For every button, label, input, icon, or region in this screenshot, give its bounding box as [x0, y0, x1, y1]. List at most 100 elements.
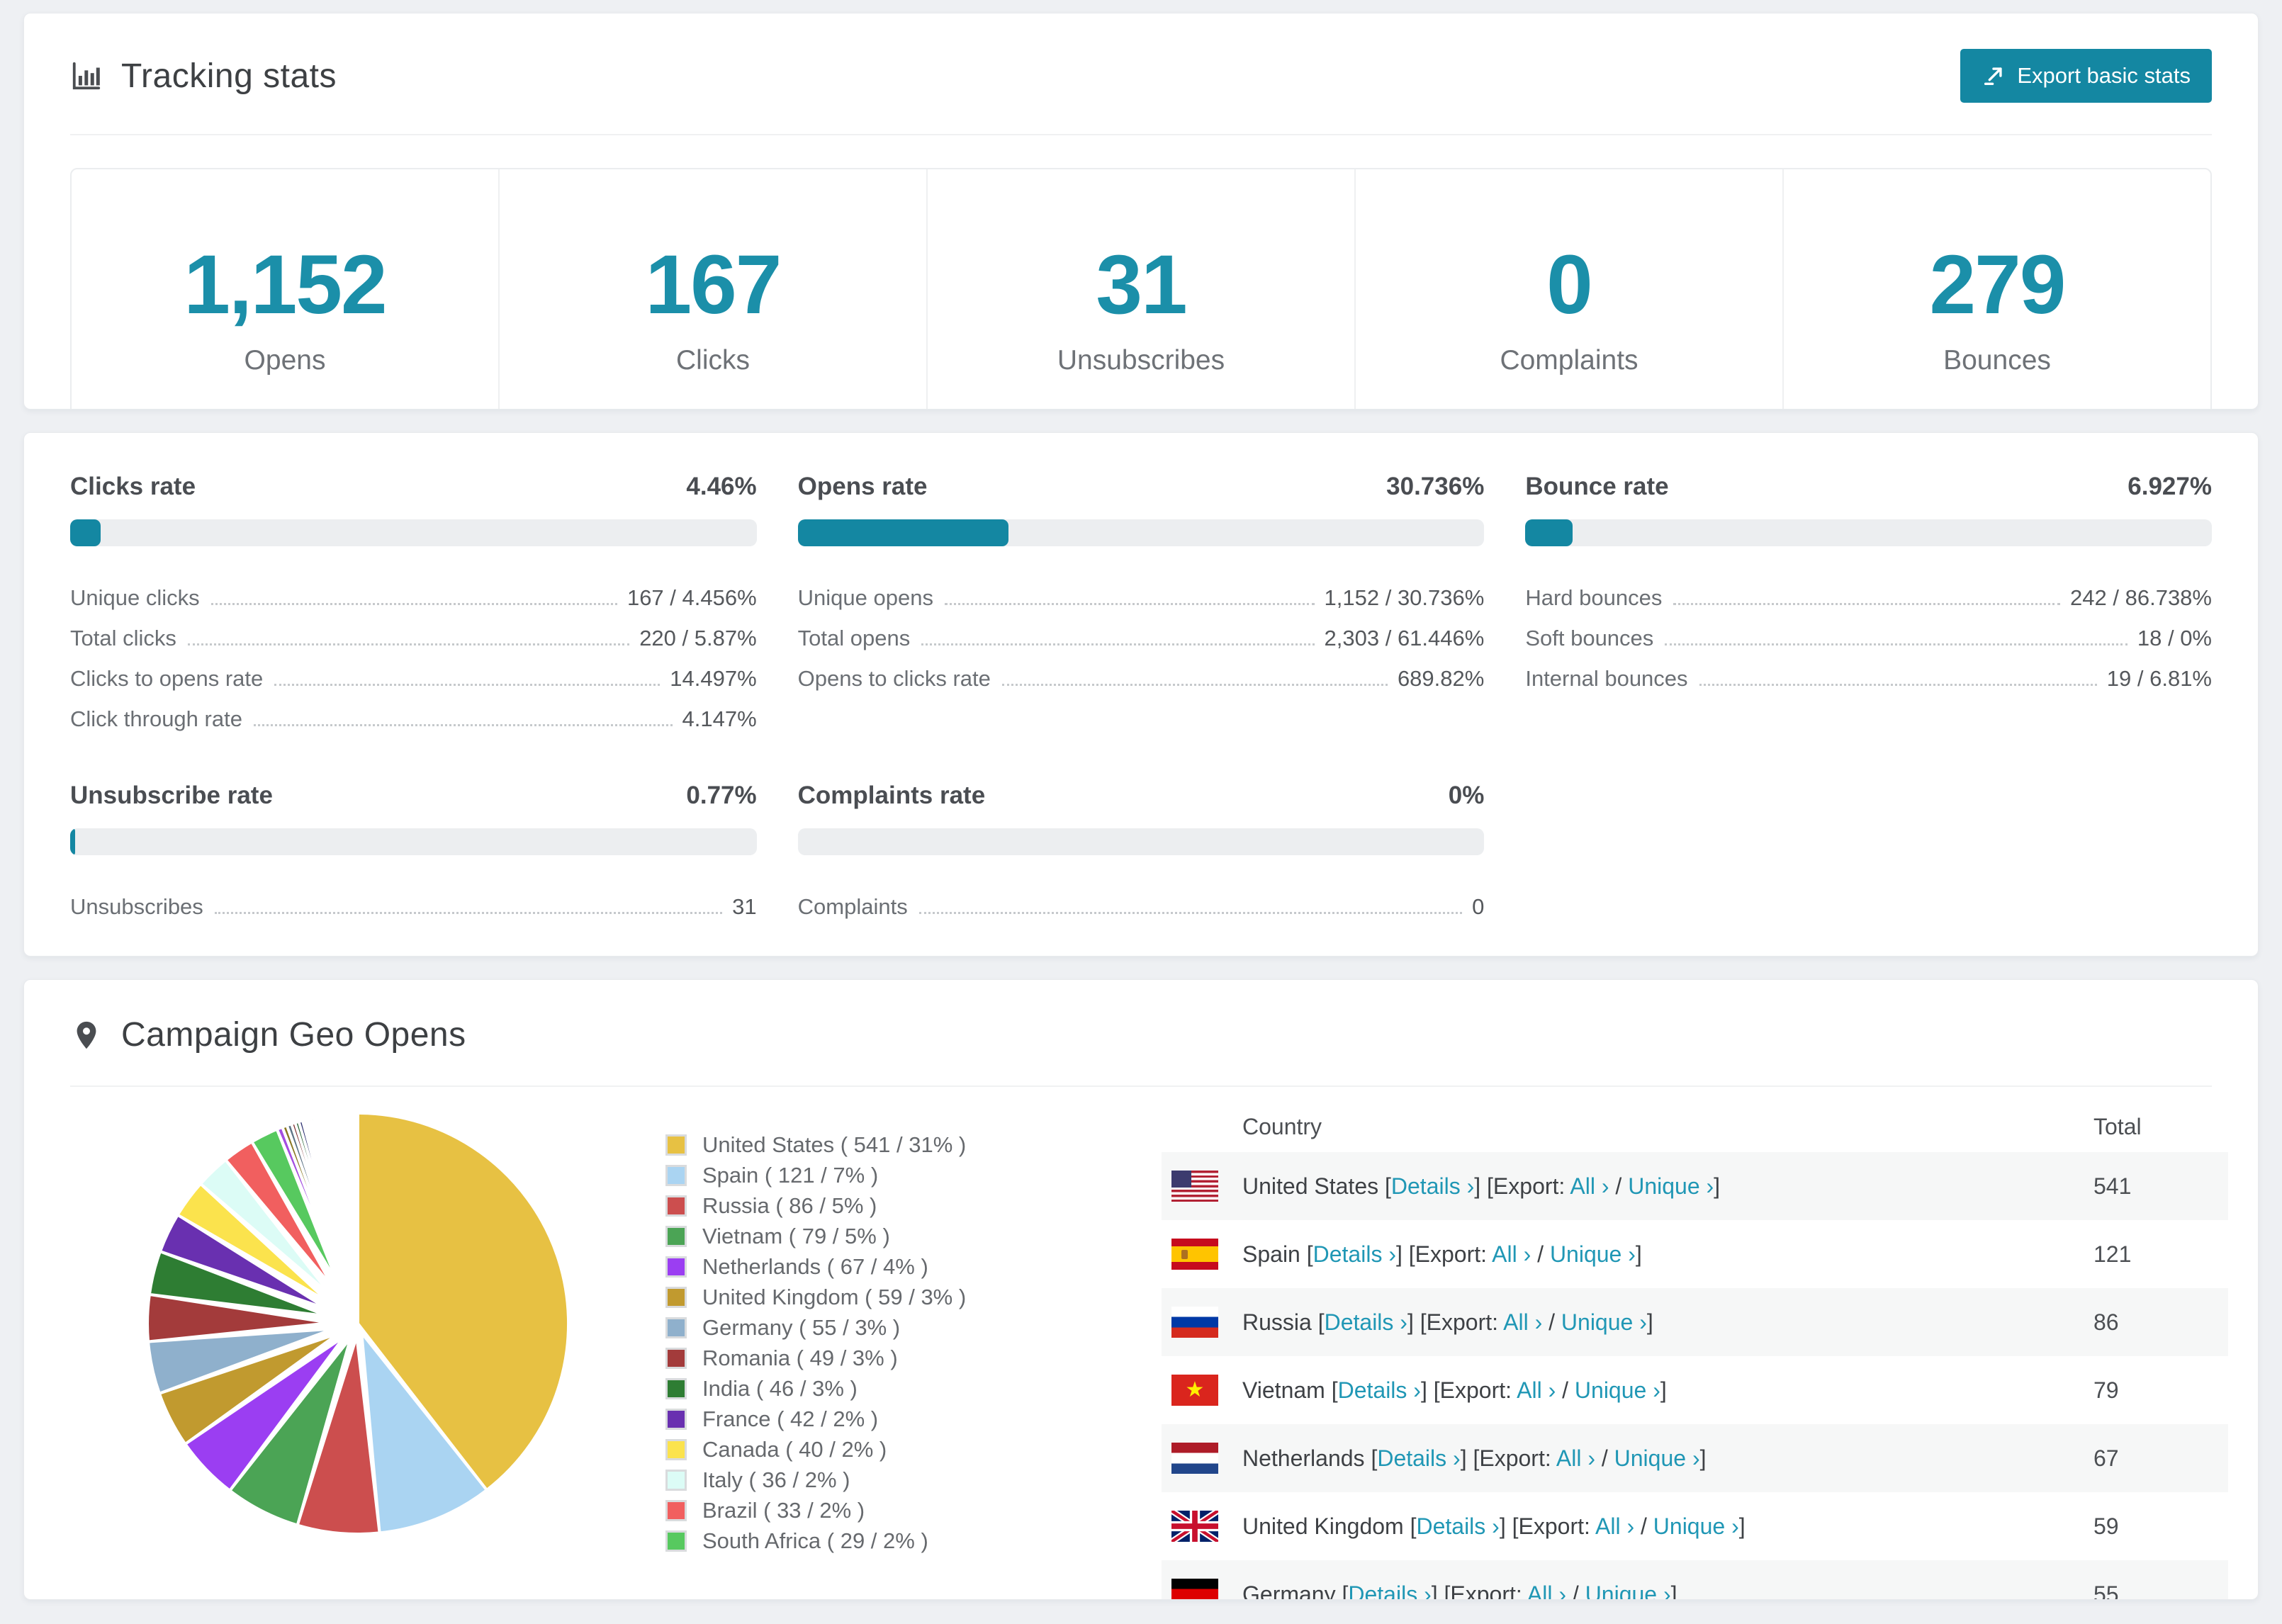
export-all-link[interactable]: All › [1517, 1377, 1556, 1403]
total-cell: 55 [2093, 1581, 2119, 1600]
export-unique-link[interactable]: Unique › [1628, 1173, 1714, 1199]
geo-table-row-vietnam: Vietnam [Details ›] [Export: All › / Uni… [1162, 1356, 2228, 1424]
progress-bar-track [70, 519, 757, 546]
geo-table: Country Total United States [Details ›] … [1162, 1101, 2228, 1600]
legend-item-canada[interactable]: Canada ( 40 / 2% ) [665, 1434, 1162, 1465]
legend-label: Netherlands ( 67 / 4% ) [702, 1253, 928, 1279]
legend-item-india[interactable]: India ( 46 / 3% ) [665, 1373, 1162, 1404]
dotted-leader [1699, 684, 2097, 686]
legend-item-germany[interactable]: Germany ( 55 / 3% ) [665, 1312, 1162, 1343]
rate-title: Complaints rate [797, 782, 986, 809]
legend-item-spain[interactable]: Spain ( 121 / 7% ) [665, 1160, 1162, 1190]
stat-cell-unsubscribes: 31 Unsubscribes [926, 169, 1354, 409]
rate-header: Bounce rate 6.927% [1525, 473, 2212, 501]
rate-detail-value: 167 / 4.456% [626, 585, 757, 610]
details-link[interactable]: Details › [1390, 1173, 1475, 1199]
legend-item-france[interactable]: France ( 42 / 2% ) [665, 1404, 1162, 1434]
rate-header: Complaints rate 0% [798, 782, 1485, 810]
legend-label: Canada ( 40 / 2% ) [702, 1436, 887, 1462]
legend-item-italy[interactable]: Italy ( 36 / 2% ) [665, 1465, 1162, 1495]
export-unique-link[interactable]: Unique › [1549, 1241, 1636, 1267]
details-link[interactable]: Details › [1416, 1513, 1500, 1539]
rate-value: 4.46% [686, 473, 757, 500]
legend-item-brazil[interactable]: Brazil ( 33 / 2% ) [665, 1495, 1162, 1526]
geo-pie-chart [70, 1101, 665, 1599]
pie-slice-russia[interactable] [296, 1335, 381, 1535]
export-all-link[interactable]: All › [1570, 1173, 1609, 1199]
rate-title: Unsubscribe rate [70, 782, 273, 809]
country-name: Russia [1242, 1309, 1312, 1335]
rate-detail-label: Unique clicks [70, 585, 200, 610]
rate-detail-row: Clicks to opens rate 14.497% [70, 654, 757, 694]
export-unique-link[interactable]: Unique › [1614, 1445, 1700, 1471]
dotted-leader [1665, 643, 2128, 645]
export-all-link[interactable]: All › [1492, 1241, 1531, 1267]
pie-slice-united-states[interactable] [356, 1112, 570, 1492]
flag-us [1171, 1171, 1218, 1202]
rate-detail-row: Internal bounces 19 / 6.81% [1525, 654, 2212, 694]
stat-value: 0 [1546, 238, 1593, 332]
legend-swatch [665, 1469, 687, 1491]
legend-item-netherlands[interactable]: Netherlands ( 67 / 4% ) [665, 1251, 1162, 1282]
dotted-leader [210, 603, 617, 605]
rate-header: Opens rate 30.736% [798, 473, 1485, 501]
legend-swatch [665, 1316, 687, 1338]
progress-bar-fill [1525, 519, 1573, 546]
rate-detail-label: Complaints [797, 894, 908, 919]
map-pin-icon [70, 1019, 103, 1051]
rate-detail-row: Complaints 0 [798, 882, 1485, 923]
stat-label: Complaints [1500, 345, 1639, 376]
country-cell: Germany [Details ›] [Export: All › / Uni… [1242, 1581, 2093, 1600]
stat-cell-bounces: 279 Bounces [1782, 169, 2210, 409]
export-unique-link[interactable]: Unique › [1653, 1513, 1739, 1539]
legend-label: Spain ( 121 / 7% ) [702, 1162, 879, 1188]
legend-swatch [665, 1286, 687, 1308]
legend-label: Russia ( 86 / 5% ) [702, 1192, 877, 1218]
export-all-link[interactable]: All › [1527, 1581, 1567, 1600]
legend-item-vietnam[interactable]: Vietnam ( 79 / 5% ) [665, 1221, 1162, 1251]
details-link[interactable]: Details › [1337, 1377, 1421, 1403]
details-link[interactable]: Details › [1377, 1445, 1461, 1471]
details-link[interactable]: Details › [1348, 1581, 1432, 1600]
export-unique-link[interactable]: Unique › [1574, 1377, 1660, 1403]
rates-grid: Clicks rate 4.46% Unique clicks 167 / 4.456… [70, 473, 2212, 923]
column-header-total: Total [2093, 1113, 2142, 1139]
stat-label: Clicks [676, 345, 750, 376]
rate-block-bounce-rate: Bounce rate 6.927% Hard bounces 242 / 86.73… [1525, 473, 2212, 735]
country-cell: Netherlands [Details ›] [Export: All › /… [1242, 1445, 1707, 1471]
stat-value: 1,152 [184, 238, 387, 332]
export-all-link[interactable]: All › [1595, 1513, 1635, 1539]
flag-de [1171, 1579, 1218, 1599]
legend-swatch [665, 1195, 687, 1217]
total-cell: 79 [2093, 1377, 2119, 1403]
rate-detail-label: Soft bounces [1525, 626, 1654, 650]
rate-detail-label: Opens to clicks rate [797, 666, 991, 691]
country-name: Netherlands [1242, 1445, 1365, 1471]
legend-item-united-states[interactable]: United States ( 541 / 31% ) [665, 1129, 1162, 1160]
details-link[interactable]: Details › [1313, 1241, 1396, 1267]
details-link[interactable]: Details › [1324, 1309, 1407, 1335]
rates-card: Clicks rate 4.46% Unique clicks 167 / 4.456… [23, 432, 2259, 957]
country-cell: United States [Details ›] [Export: All ›… [1242, 1173, 1721, 1199]
legend-label: Germany ( 55 / 3% ) [702, 1314, 901, 1340]
pie-slice-spain[interactable] [360, 1331, 488, 1535]
export-unique-link[interactable]: Unique › [1561, 1309, 1647, 1335]
stat-value: 31 [1096, 238, 1187, 332]
pie-slice[interactable] [355, 1111, 359, 1166]
legend-item-united-kingdom[interactable]: United Kingdom ( 59 / 3% ) [665, 1282, 1162, 1312]
export-basic-stats-button[interactable]: Export basic stats [1960, 49, 2212, 103]
dotted-leader [187, 643, 630, 645]
rate-header: Unsubscribe rate 0.77% [70, 782, 757, 810]
geo-table-row-germany: Germany [Details ›] [Export: All › / Uni… [1162, 1560, 2228, 1600]
rate-detail-rows: Unsubscribes 31 [70, 882, 757, 923]
legend-item-russia[interactable]: Russia ( 86 / 5% ) [665, 1190, 1162, 1221]
rate-block-opens-rate: Opens rate 30.736% Unique opens 1,152 / 30.… [797, 473, 1485, 735]
country-cell: Russia [Details ›] [Export: All › / Uniq… [1242, 1309, 1653, 1335]
geo-header: Campaign Geo Opens [24, 980, 2258, 1054]
export-all-link[interactable]: All › [1556, 1445, 1595, 1471]
legend-item-romania[interactable]: Romania ( 49 / 3% ) [665, 1343, 1162, 1373]
dotted-leader [253, 724, 673, 726]
legend-item-south-africa[interactable]: South Africa ( 29 / 2% ) [665, 1526, 1162, 1556]
export-unique-link[interactable]: Unique › [1585, 1581, 1671, 1600]
export-all-link[interactable]: All › [1503, 1309, 1543, 1335]
